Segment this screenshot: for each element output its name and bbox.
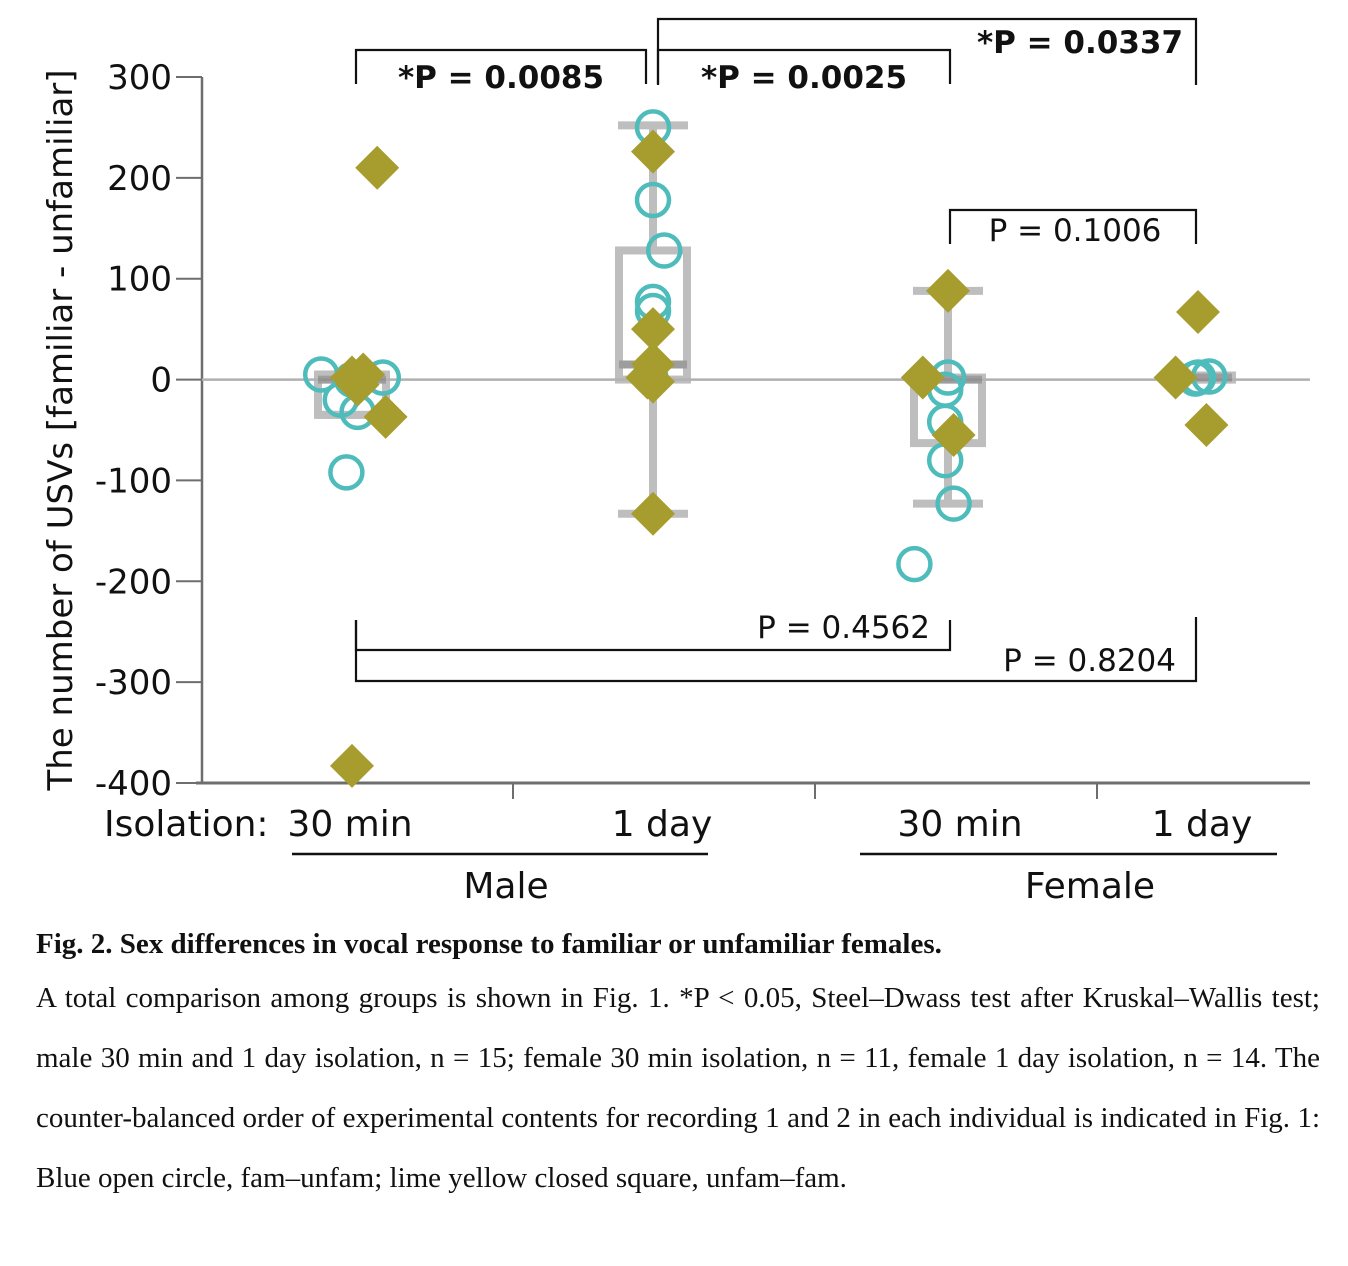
significance-bracket: *P = 0.0085 (354, 48, 648, 96)
p-value-label: *P = 0.0085 (398, 60, 604, 96)
y-axis-label: The number of USVs [familiar - unfamilia… (41, 69, 81, 791)
bracket-line (948, 208, 1198, 244)
x-category-label: 30 min (897, 804, 1022, 845)
circle-point (935, 485, 972, 522)
diamond-point (1184, 402, 1229, 447)
significance-bracket: P = 0.1006 (948, 208, 1198, 249)
caption-title: Fig. 2. Sex differences in vocal respons… (36, 928, 942, 960)
diamond-point (631, 129, 675, 174)
diamond-point (363, 394, 408, 439)
p-value-label: P = 0.1006 (989, 213, 1162, 249)
significance-bracket: P = 0.4562 (354, 610, 952, 652)
bracket-line (656, 17, 1198, 85)
y-tick-label: 100 (107, 260, 172, 300)
diamond-point (1153, 355, 1198, 400)
diamond-point (631, 359, 675, 404)
diamond-point (631, 491, 675, 536)
p-value-label: *P = 0.0337 (977, 25, 1183, 61)
significance-bracket: P = 0.8204 (354, 617, 1198, 683)
diamond-point (1176, 289, 1220, 334)
diamond-point (355, 145, 400, 190)
group-label: Male (463, 866, 548, 907)
diamond-point (330, 743, 374, 788)
y-tick-label: 200 (107, 159, 172, 199)
y-tick-label: -400 (95, 764, 172, 804)
p-value-label: P = 0.8204 (1003, 643, 1176, 679)
diamond-point (900, 355, 945, 400)
circle-point (328, 454, 365, 491)
circle-point (634, 181, 672, 219)
diamond-point (931, 413, 976, 458)
x-category-label: 1 day (1152, 804, 1253, 845)
circle-point (645, 232, 683, 269)
caption-body: A total comparison among groups is shown… (36, 982, 1320, 1194)
x-axis-prefix-label: Isolation: (104, 804, 269, 845)
data-points (302, 109, 1229, 788)
y-tick-label: 300 (107, 58, 172, 98)
significance-bracket: *P = 0.0337 (656, 17, 1198, 85)
box-dot-chart: 300 200 100 0 -100 -200 -300 -400 30 min 1 day 30 … (41, 17, 1310, 907)
circle-point (896, 545, 933, 583)
figure-caption: Fig. 2. Sex differences in vocal respons… (36, 920, 1320, 1208)
bracket-line (354, 617, 1198, 683)
diamond-point (926, 268, 970, 313)
p-value-label: *P = 0.0025 (701, 60, 907, 96)
x-category-label: 30 min (287, 804, 412, 845)
y-tick-label: 0 (150, 361, 172, 401)
group-label: Female (1025, 866, 1155, 907)
y-tick-label: -100 (95, 461, 172, 501)
boxplots (314, 121, 1236, 518)
y-tick-label: -200 (95, 562, 172, 602)
significance-bracket: *P = 0.0025 (656, 48, 952, 96)
diamond-point (631, 307, 675, 352)
x-category-label: 1 day (612, 804, 713, 845)
axes: 300 200 100 0 -100 -200 -300 -400 30 min 1 day 30 … (95, 58, 1310, 907)
significance-brackets: *P = 0.0085 *P = 0.0025 *P = 0.0337 P = 0.1… (354, 17, 1198, 683)
p-value-label: P = 0.4562 (757, 610, 930, 646)
diamond-point (335, 362, 380, 407)
y-tick-label: -300 (95, 663, 172, 703)
bracket-line (354, 48, 648, 84)
